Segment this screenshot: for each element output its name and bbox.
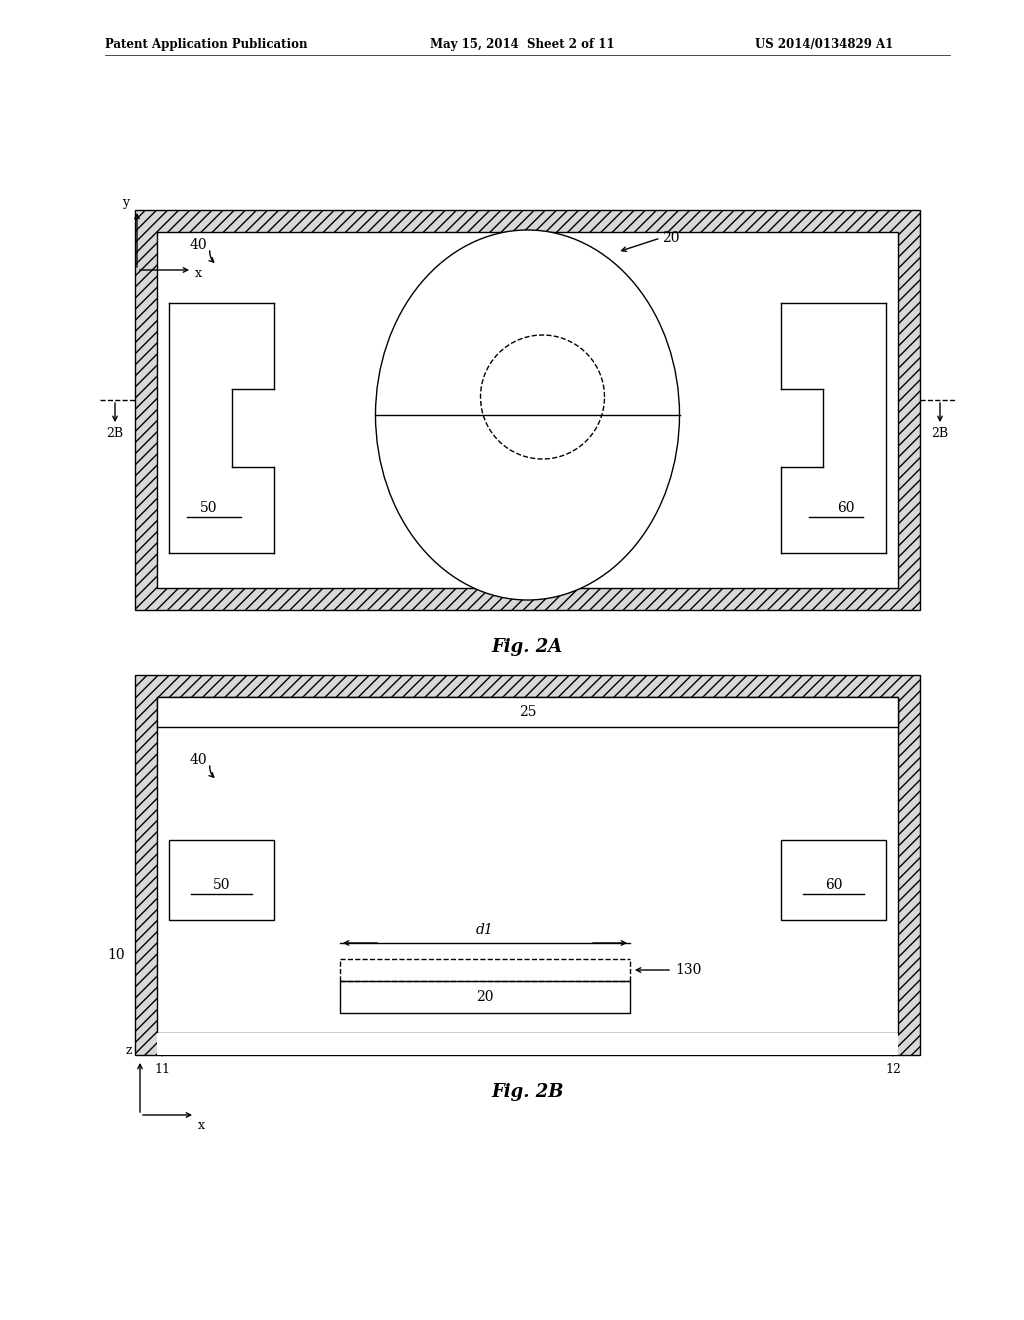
Bar <box>169 840 274 920</box>
Bar <box>157 232 898 587</box>
Bar <box>781 840 886 920</box>
Text: 40: 40 <box>190 752 208 767</box>
Bar <box>157 697 898 1034</box>
Text: 25: 25 <box>519 705 537 719</box>
Text: Patent Application Publication: Patent Application Publication <box>105 38 307 51</box>
Text: 130: 130 <box>675 964 701 977</box>
Text: Fig. 2A: Fig. 2A <box>492 638 563 656</box>
Text: 20: 20 <box>663 231 680 246</box>
Text: 50: 50 <box>213 878 230 892</box>
Text: x: x <box>198 1119 205 1133</box>
Text: 2B: 2B <box>932 426 948 440</box>
Text: Fig. 2B: Fig. 2B <box>492 1082 564 1101</box>
Text: z: z <box>126 1044 132 1057</box>
Text: May 15, 2014  Sheet 2 of 11: May 15, 2014 Sheet 2 of 11 <box>430 38 614 51</box>
Text: 30: 30 <box>512 341 530 354</box>
Bar <box>340 981 630 1012</box>
Text: d2: d2 <box>564 371 583 385</box>
Bar <box>157 697 898 727</box>
Text: 10: 10 <box>108 948 125 962</box>
Text: 50: 50 <box>200 502 218 515</box>
Text: 40: 40 <box>190 238 208 252</box>
Text: x: x <box>195 267 202 280</box>
Text: 60: 60 <box>824 878 843 892</box>
Ellipse shape <box>376 230 680 601</box>
Bar <box>135 210 920 610</box>
Bar <box>135 675 920 1055</box>
Text: d1: d1 <box>408 393 425 407</box>
Text: US 2014/0134829 A1: US 2014/0134829 A1 <box>755 38 893 51</box>
Text: 12: 12 <box>885 1063 901 1076</box>
Text: d1: d1 <box>476 923 494 937</box>
Text: 60: 60 <box>838 502 855 515</box>
Bar <box>157 1034 898 1055</box>
Bar <box>781 304 886 553</box>
Text: 11: 11 <box>154 1063 170 1076</box>
Text: 2B: 2B <box>106 426 124 440</box>
Text: 20: 20 <box>476 990 494 1005</box>
Text: y: y <box>122 195 129 209</box>
Bar <box>169 304 274 553</box>
